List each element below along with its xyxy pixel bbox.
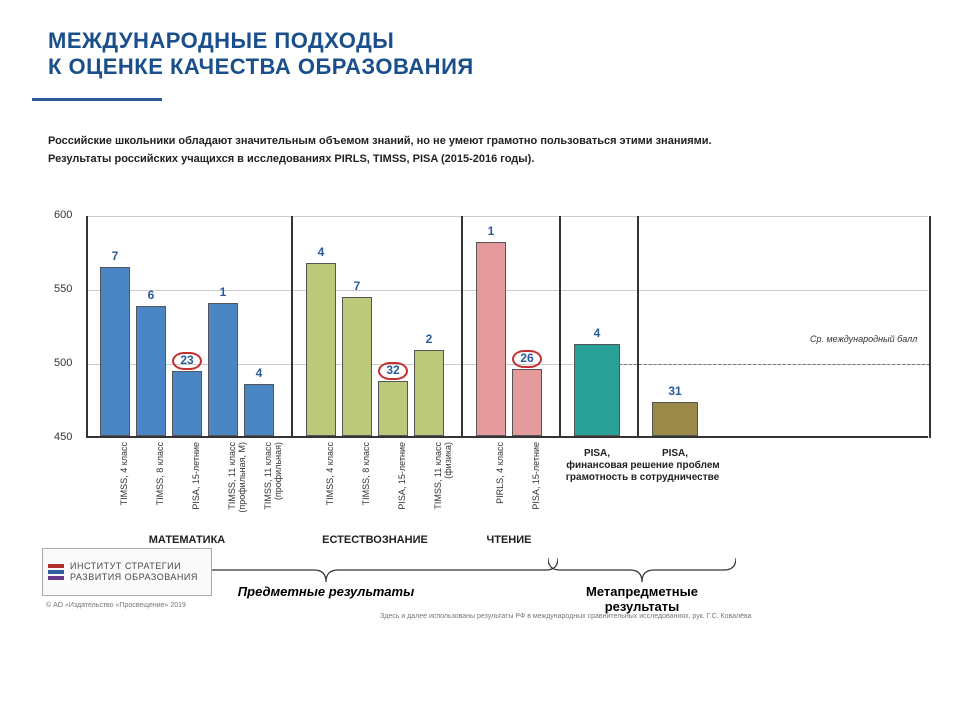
group-label: ЧТЕНИЕ: [476, 534, 542, 546]
x-label: TIMSS, 4 класс: [119, 442, 129, 522]
bar-rank: 1: [209, 285, 237, 299]
rank-circle: [512, 350, 542, 368]
intl-avg-line: [594, 364, 930, 365]
page-title: МЕЖДУНАРОДНЫЕ ПОДХОДЫ К ОЦЕНКЕ КАЧЕСТВА …: [0, 0, 960, 86]
bar: [100, 267, 130, 436]
bar-rank: 7: [343, 279, 371, 293]
group-separator: [291, 216, 293, 436]
bar: [244, 384, 274, 436]
group-label: МАТЕМАТИКА: [100, 534, 274, 546]
plot-right-border: [929, 216, 931, 438]
logo-line2: РАЗВИТИЯ ОБРАЗОВАНИЯ: [70, 572, 198, 583]
logo-bars-icon: [48, 564, 64, 580]
bar-rank: 1: [477, 224, 505, 238]
bar: [476, 242, 506, 436]
bar-rank: 2: [415, 332, 443, 346]
x-label: TIMSS, 11 класс (профильная, М): [227, 442, 247, 522]
gridline: [88, 216, 928, 217]
rank-circle: [172, 352, 202, 370]
x-label: TIMSS, 11 класс (профильная): [263, 442, 283, 522]
bar-rank: 4: [245, 366, 273, 380]
y-tick: 550: [54, 283, 72, 295]
rank-circle: [378, 362, 408, 380]
footnote: Здесь и далее использованы результаты РФ…: [380, 613, 752, 620]
bar: [172, 371, 202, 436]
bar-rank: 4: [307, 245, 335, 259]
bar: [378, 381, 408, 436]
group-separator: [637, 216, 639, 436]
title-line1: МЕЖДУНАРОДНЫЕ ПОДХОДЫ: [48, 28, 920, 54]
subtitle-2: Результаты российских учащихся в исследо…: [0, 149, 960, 165]
y-tick: 600: [54, 209, 72, 221]
copyright: © АО «Издательство «Просвещение» 2019: [46, 602, 186, 609]
bar-rank: 4: [583, 326, 611, 340]
bar: [208, 303, 238, 436]
logo-text: ИНСТИТУТ СТРАТЕГИИ РАЗВИТИЯ ОБРАЗОВАНИЯ: [70, 561, 198, 583]
bar-rank: 6: [137, 288, 165, 302]
x-label: TIMSS, 8 класс: [361, 442, 371, 522]
x-label: PISA, 15-летние: [531, 442, 541, 522]
bar-rank: 31: [661, 384, 689, 398]
x-label: PISA,решение проблем в сотрудничестве: [626, 448, 724, 484]
intl-note: Ср. международный балл: [810, 334, 917, 344]
x-label: TIMSS, 4 класс: [325, 442, 335, 522]
plot-area: 450500550600Ср. международный балл7TIMSS…: [86, 216, 928, 438]
y-tick: 450: [54, 431, 72, 443]
bar: [136, 306, 166, 436]
chart: 450500550600Ср. международный балл7TIMSS…: [58, 216, 928, 566]
logo-line1: ИНСТИТУТ СТРАТЕГИИ: [70, 561, 198, 572]
bar: [342, 297, 372, 436]
title-line2: К ОЦЕНКЕ КАЧЕСТВА ОБРАЗОВАНИЯ: [48, 54, 920, 80]
subtitle-1: Российские школьники обладают значительн…: [0, 101, 960, 149]
bar: [652, 402, 698, 436]
x-label: PIRLS, 4 класс: [495, 442, 505, 522]
group-separator: [461, 216, 463, 436]
x-label: TIMSS, 8 класс: [155, 442, 165, 522]
bar: [574, 344, 620, 436]
group-label: ЕСТЕСТВОЗНАНИЕ: [306, 534, 444, 546]
x-label: PISA, 15-летние: [397, 442, 407, 522]
y-tick: 500: [54, 357, 72, 369]
brace-label: Метапредметные результаты: [548, 584, 736, 614]
brace-icon: [548, 558, 736, 586]
group-separator: [559, 216, 561, 436]
bar: [306, 263, 336, 436]
bar-rank: 7: [101, 249, 129, 263]
bar: [512, 369, 542, 436]
institute-logo: ИНСТИТУТ СТРАТЕГИИ РАЗВИТИЯ ОБРАЗОВАНИЯ: [42, 548, 212, 596]
bar: [414, 350, 444, 436]
x-label: TIMSS, 11 класс (физика): [433, 442, 453, 522]
x-label: PISA, 15-летние: [191, 442, 201, 522]
